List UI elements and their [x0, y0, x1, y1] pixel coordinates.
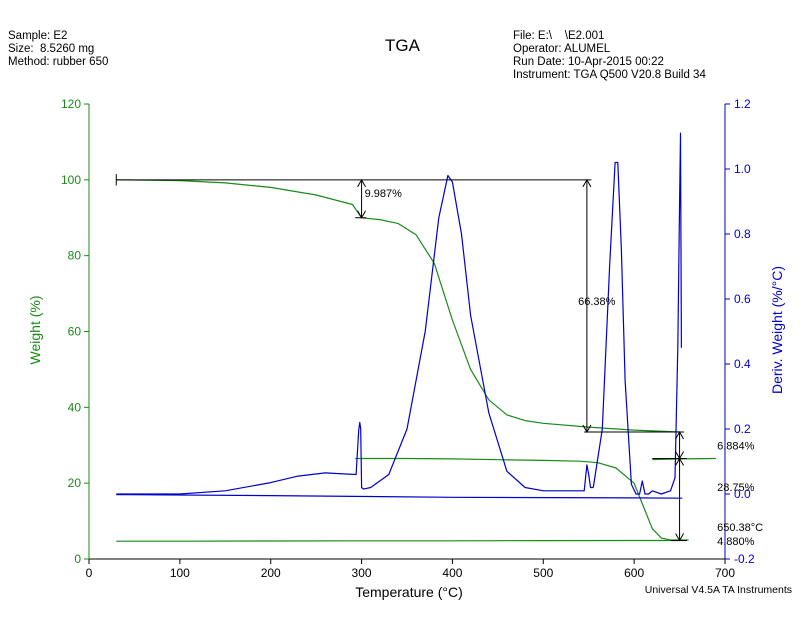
y-left-tick-label: 100 [61, 173, 81, 187]
x-tick-label: 500 [533, 566, 553, 580]
operator: Operator: ALUMEL [513, 43, 611, 55]
x-tick-label: 700 [715, 566, 735, 580]
arrow-head [675, 430, 685, 440]
method: Method: rubber 650 [8, 56, 109, 68]
deriv-curve-4 [116, 174, 594, 495]
x-tick-label: 600 [624, 566, 644, 580]
run-info: File: E:\ \E2.001 Operator: ALUMEL Run Dat… [513, 30, 706, 82]
sample-info: Sample: E2 Size: 8.5260 mg Method: rubber … [8, 30, 108, 69]
sample-name: Sample: E2 [8, 30, 68, 42]
y-right-tick-label: 0.6 [734, 292, 751, 306]
x-tick-label: 400 [442, 566, 462, 580]
y-left-tick-label: 80 [68, 249, 82, 263]
arrow-head [582, 178, 592, 188]
run-date: Run Date: 10-Apr-2015 00:22 [513, 56, 664, 68]
weight-curve-0 [116, 179, 680, 433]
y-right-tick-label: -0.2 [734, 552, 755, 566]
axes: 0 100 200 300 400 500 600 700 0 20 40 60 80 100 120 -0.… [61, 97, 755, 580]
software-version: Universal V4.5A TA Instruments [644, 584, 792, 596]
y-right-tick-label: 0.4 [734, 357, 751, 371]
deriv-curve-6 [116, 494, 683, 499]
y-left-tick-label: 60 [68, 325, 82, 339]
y-axis-left-label: Weight (%) [27, 296, 43, 365]
x-tick-label: 200 [261, 566, 281, 580]
annotation-label: 28.75% [717, 482, 755, 494]
y-left-tick-label: 20 [68, 476, 82, 490]
y-left-tick-label: 120 [61, 97, 81, 111]
y-axis-right-label: Deriv. Weight (%/°C) [769, 266, 785, 394]
sample-size: Size: 8.5260 mg [8, 43, 95, 55]
annotation-label: 9.987% [365, 188, 403, 200]
step-markers [115, 174, 687, 542]
deriv-curve-5 [592, 132, 683, 495]
y-right-tick-label: 0.0 [734, 487, 751, 501]
y-right-tick-label: 1.0 [734, 162, 751, 176]
annotation-label: 4.880% [717, 536, 755, 548]
y-left-tick-label: 0 [74, 552, 81, 566]
y-left-tick-label: 40 [68, 400, 82, 414]
y-right-tick-label: 1.2 [734, 97, 751, 111]
annotation-label: 66.38% [578, 296, 616, 308]
arrow-head [357, 178, 367, 188]
arrow-head [582, 424, 592, 433]
y-right-tick-label: 0.2 [734, 422, 751, 436]
arrow-head [675, 457, 685, 466]
x-tick-label: 0 [86, 566, 93, 580]
chart-title: TGA [385, 36, 420, 55]
y-right-tick-label: 0.8 [734, 227, 751, 241]
x-tick-label: 300 [352, 566, 372, 580]
file-path: File: E:\ \E2.001 [513, 30, 605, 42]
axis-labels: Temperature (°C) Weight (%) Deriv. Weigh… [27, 266, 785, 600]
annotations: 9.987% 66.38% 6.884% 28.75% 650.38°C 4.880% [365, 188, 764, 548]
instrument: Instrument: TGA Q500 V20.8 Build 34 [513, 69, 706, 81]
arrow-head [357, 210, 367, 219]
arrow-head [675, 533, 685, 542]
curves [116, 132, 716, 542]
weight-curve-2 [116, 539, 680, 542]
annotation-label: 650.38°C [717, 522, 763, 534]
x-tick-label: 100 [170, 566, 190, 580]
annotation-label: 6.884% [717, 440, 755, 452]
x-axis-label: Temperature (°C) [355, 584, 463, 600]
weight-curve-1 [355, 457, 689, 541]
